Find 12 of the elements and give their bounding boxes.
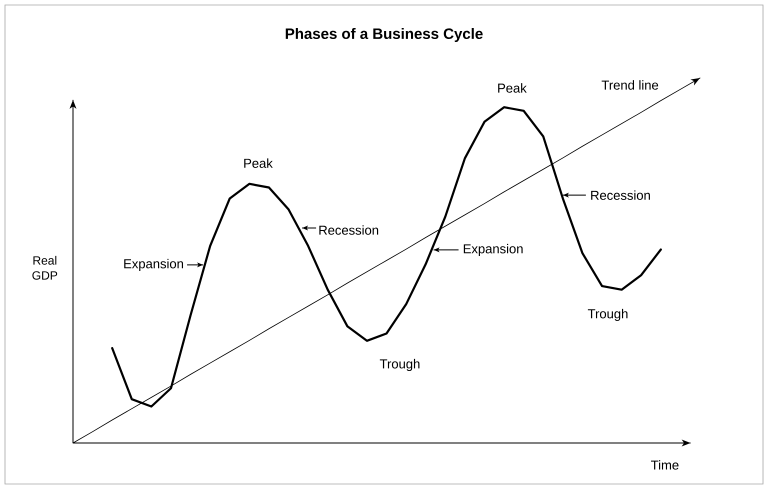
annotation: Recession — [591, 190, 650, 200]
annotation: Recession — [319, 225, 378, 235]
chart-title: Phases of a Business Cycle — [286, 28, 483, 42]
annotation: Expansion — [124, 258, 184, 271]
x-axis-title: Time — [650, 460, 679, 470]
y-axis-title: Real GDP — [32, 256, 58, 280]
annotation: Trough — [380, 358, 420, 372]
annotation: Peak — [244, 158, 273, 168]
annotation: Peak — [498, 83, 527, 93]
annotation: Trough — [588, 308, 628, 321]
annotation: Expansion — [464, 244, 523, 256]
annotation: Trend line — [602, 80, 658, 90]
